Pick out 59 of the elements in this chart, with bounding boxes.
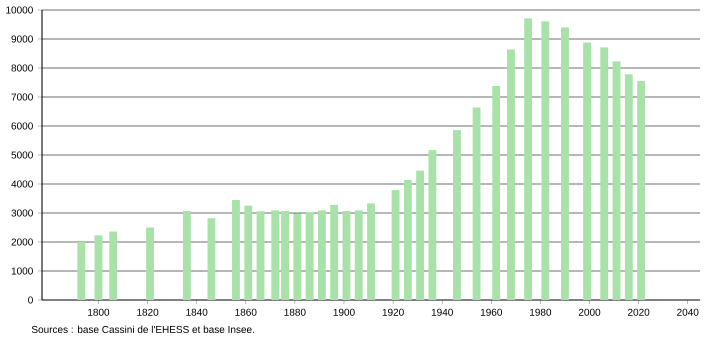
x-tick-label: 1920 [382,308,404,316]
bar [109,232,118,300]
bar [293,214,302,300]
bar [561,27,569,300]
bar [256,211,264,300]
bar [244,206,252,300]
bar [182,210,191,300]
bar [524,18,532,300]
y-tick-label: 0 [28,296,33,304]
y-tick-label: 7000 [12,93,33,101]
bar [207,218,216,300]
bar [624,74,633,300]
x-tick-label: 1960 [480,308,502,316]
x-tick-label: 1840 [186,308,208,316]
x-tick-label: 1980 [530,308,552,316]
bar [507,49,515,300]
x-tick-label: 2000 [578,308,600,316]
bar [330,204,338,300]
x-tick-label: 1800 [88,308,110,316]
bar [94,235,102,300]
bar [428,150,436,300]
bar [342,210,350,300]
bar [77,242,86,300]
bar [306,212,314,300]
bar [271,210,280,300]
y-tick-label: 6000 [12,122,33,130]
bar [146,228,154,300]
bar [392,190,400,300]
y-tick-label: 8000 [11,64,33,72]
source-note: Sources : base Cassini de l'EHESS et base Insee. [32,326,254,334]
x-tick-label: 2020 [628,308,650,316]
y-tick-label: 10000 [6,6,33,14]
x-tick-label: 1860 [235,308,257,316]
y-tick-label: 9000 [12,35,33,43]
bar [600,47,608,300]
bar [318,210,326,300]
bar [281,210,289,300]
y-tick-label: 2000 [12,238,33,246]
bar [472,107,481,300]
x-tick-label: 2040 [677,308,698,316]
x-tick-label: 1940 [432,308,453,316]
y-tick-label: 3000 [11,209,33,217]
bar [583,42,591,300]
bar [404,180,412,300]
bar [453,130,461,300]
bar [541,21,550,300]
x-tick-label: 1880 [284,308,306,316]
y-tick-label: 4000 [11,180,33,188]
bar [416,170,424,300]
y-tick-label: 1000 [12,267,33,275]
y-tick-label: 5000 [11,151,33,159]
x-tick-label: 1900 [334,308,355,316]
bar [492,86,500,300]
bar [637,81,646,300]
bar [367,203,375,300]
x-tick-label: 1820 [137,308,158,316]
bar [354,210,363,300]
bar [232,200,240,300]
bar [612,61,620,300]
